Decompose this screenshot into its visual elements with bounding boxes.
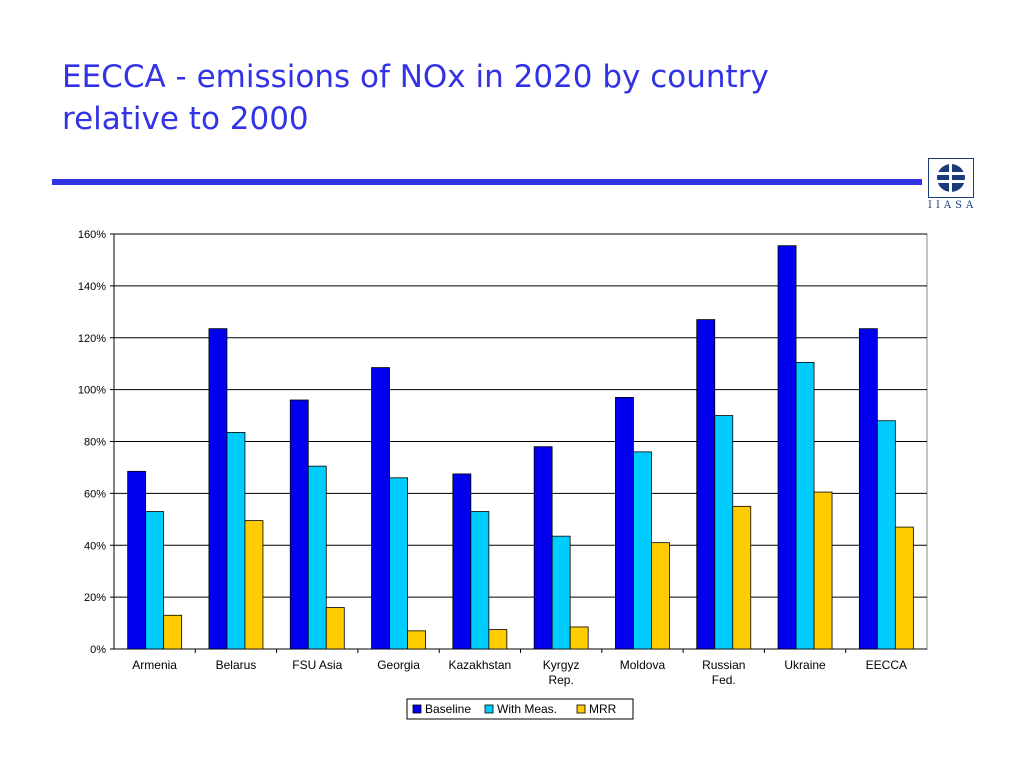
globe-icon	[928, 158, 974, 198]
bar-baseline-1	[208, 328, 228, 650]
y-tick-label: 40%	[84, 540, 106, 552]
bar-baseline-7	[696, 319, 716, 650]
bar-mrr-3	[407, 630, 426, 650]
x-tick-label: Kyrgyz Rep.	[543, 658, 580, 687]
bar-baseline-4	[452, 473, 472, 650]
x-tick-label: Russian Fed.	[702, 658, 745, 687]
bar-baseline-9	[858, 328, 878, 650]
x-tick-label-line: Ukraine	[784, 658, 826, 672]
y-tick-label: 0%	[90, 644, 106, 656]
bar-with-meas-1	[226, 432, 246, 650]
y-tick-label: 160%	[78, 229, 106, 241]
bar-with-meas-8	[795, 361, 815, 650]
x-tick-label-line: Russian	[702, 658, 745, 672]
x-tick-label-line: EECCA	[866, 658, 907, 672]
x-tick-label-line: Georgia	[377, 658, 420, 672]
bar-baseline-0	[127, 470, 147, 650]
slide-title-line-2: relative to 2000	[62, 101, 309, 137]
slide-title-line-1: EECCA - emissions of NOx in 2020 by coun…	[62, 59, 769, 95]
x-tick-label-line: Belarus	[216, 658, 257, 672]
bar-mrr-9	[894, 526, 914, 650]
bar-baseline-6	[615, 397, 634, 650]
bar-with-meas-0	[145, 511, 165, 650]
bar-with-meas-3	[389, 477, 408, 650]
bar-mrr-6	[651, 542, 670, 650]
x-tick-label: Georgia	[377, 658, 420, 672]
legend-swatch	[412, 704, 422, 714]
bar-mrr-4	[488, 629, 508, 650]
bar-with-meas-7	[714, 415, 734, 650]
y-tick-label: 100%	[78, 385, 106, 397]
bar-mrr-5	[569, 626, 589, 650]
title-underline-rule	[52, 179, 922, 185]
bar-baseline-5	[533, 446, 553, 650]
x-tick-label: Armenia	[132, 658, 177, 672]
bar-mrr-7	[732, 505, 752, 650]
legend-label: Baseline	[425, 702, 471, 716]
bar-mrr-8	[813, 491, 833, 650]
legend	[406, 698, 634, 720]
y-tick-label: 60%	[84, 488, 106, 500]
bar-mrr-1	[244, 520, 264, 650]
y-tick-label: 20%	[84, 592, 106, 604]
legend-swatch	[576, 704, 586, 714]
legend-swatch	[484, 704, 494, 714]
logo-wordmark: IIASA	[928, 200, 978, 211]
x-tick-label: Kazakhstan	[448, 658, 511, 672]
legend-label: With Meas.	[497, 702, 557, 716]
x-tick-label-line: Fed.	[712, 673, 736, 687]
bar-mrr-0	[163, 614, 183, 650]
x-tick-label: Belarus	[216, 658, 257, 672]
x-tick-label-line: Kazakhstan	[448, 658, 511, 672]
bar-baseline-8	[777, 245, 797, 650]
x-tick-label-line: Rep.	[548, 673, 573, 687]
x-tick-label-line: Moldova	[620, 658, 666, 672]
bar-with-meas-2	[307, 465, 327, 650]
legend-label: MRR	[589, 702, 617, 716]
bar-mrr-2	[325, 607, 345, 650]
x-tick-label-line: Armenia	[132, 658, 177, 672]
slide-title: EECCA - emissions of NOx in 2020 by coun…	[62, 56, 922, 140]
bar-with-meas-9	[876, 420, 896, 650]
y-tick-label: 120%	[78, 333, 106, 345]
bar-baseline-2	[289, 399, 309, 650]
y-tick-label: 80%	[84, 437, 106, 449]
x-tick-label: Ukraine	[784, 658, 826, 672]
x-tick-label: Moldova	[620, 658, 666, 672]
x-tick-label: FSU Asia	[292, 658, 342, 672]
bar-with-meas-5	[551, 535, 571, 650]
bar-baseline-3	[371, 367, 390, 650]
y-tick-label: 140%	[78, 281, 106, 293]
x-tick-label-line: FSU Asia	[292, 658, 342, 672]
x-tick-label: EECCA	[866, 658, 907, 672]
x-tick-label-line: Kyrgyz	[543, 658, 580, 672]
bar-with-meas-4	[470, 511, 490, 650]
iiasa-logo: IIASA	[928, 158, 976, 216]
bar-with-meas-6	[633, 451, 652, 650]
